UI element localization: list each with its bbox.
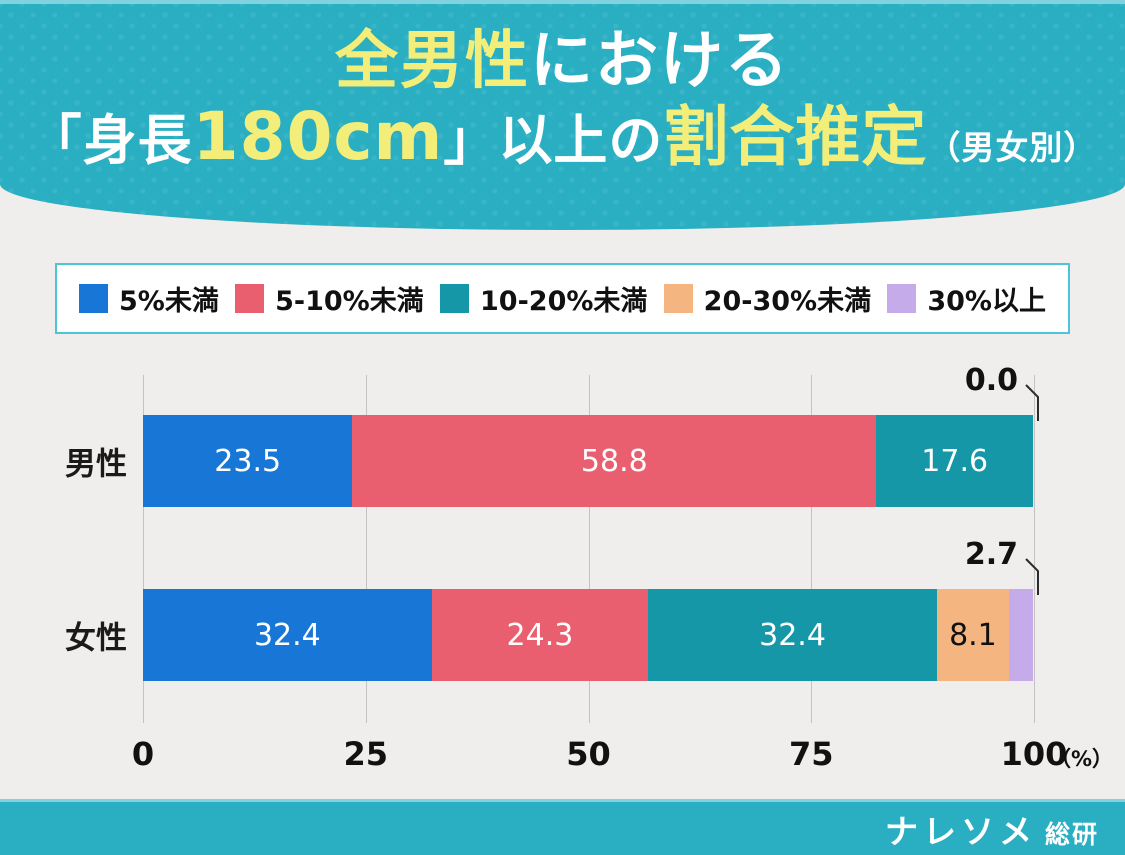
- title-line2-pre: 「身長: [27, 109, 193, 173]
- legend-swatch: [440, 284, 469, 313]
- segment-value-label: 32.4: [253, 617, 321, 653]
- x-tick-label: 50: [566, 735, 611, 773]
- brand-logo: ナレソメ 総研: [885, 805, 1099, 853]
- bar-segment: 58.8: [352, 415, 877, 507]
- x-tick-label: 25: [343, 735, 389, 773]
- legend-label: 20-30%未満: [703, 286, 872, 317]
- bar-segment: 23.5: [143, 415, 353, 507]
- legend-swatch: [887, 284, 917, 313]
- segment-value-label: 24.3: [506, 617, 574, 653]
- title-line2-mid: 」以上の: [443, 109, 664, 173]
- legend: 5%未満 5-10%未満 10-20%未満 20-30%未満 30%以上: [55, 263, 1070, 334]
- callout-value-label: 2.7: [964, 537, 1018, 572]
- segment-value-label: 17.6: [921, 443, 989, 479]
- legend-swatch: [235, 284, 265, 313]
- callout-leader-line: [1025, 558, 1039, 595]
- title-line-1: 全男性における: [0, 26, 1125, 95]
- legend-label: 30%以上: [927, 286, 1046, 317]
- legend-swatch: [79, 284, 108, 313]
- category-label: 女性: [65, 620, 127, 657]
- legend-label: 5%未満: [119, 286, 219, 317]
- segment-value-label: 8.1: [949, 617, 997, 653]
- bar-segment: 32.4: [143, 589, 432, 681]
- bar-segment: 17.6: [876, 415, 1034, 507]
- x-tick-label: 100: [1000, 735, 1068, 773]
- title-line-2: 「身長180cm」以上の割合推定（男女別）: [0, 97, 1125, 177]
- title-line1-highlight: 全男性: [335, 24, 530, 97]
- gridline: [588, 375, 590, 723]
- title-line2-strong: 割合推定: [663, 100, 928, 176]
- x-tick-label: 0: [131, 735, 155, 773]
- legend-item: 20-30%未満: [663, 279, 872, 318]
- title-line1-rest: における: [530, 24, 790, 97]
- bar-row-male: 男性 23.5 58.8 17.6 0.0: [65, 363, 1039, 507]
- x-axis-unit-label: （%）: [1050, 747, 1114, 771]
- header-banner: 全男性における 「身長180cm」以上の割合推定（男女別）: [0, 0, 1125, 230]
- plot-area: 0 25 50 75 100 （%） 男性 23.5 58.8 17.6 0.0 女性 32.4 24…: [65, 363, 1113, 773]
- segment-value-label: 58.8: [580, 443, 648, 479]
- gridline: [143, 375, 144, 723]
- bar-segment: [1009, 589, 1034, 681]
- category-label: 男性: [65, 446, 127, 483]
- bar-segment: 8.1: [936, 589, 1009, 681]
- footer-bar: ナレソメ 総研: [0, 799, 1125, 855]
- x-axis-ticks: 0 25 50 75 100: [132, 735, 1068, 775]
- bar-segment: 24.3: [431, 589, 649, 681]
- title-line2-number: 180cm: [192, 98, 444, 176]
- brand-sub-text: 総研: [1044, 819, 1099, 849]
- legend-item: 5-10%未満: [235, 279, 424, 318]
- callout-value-label: 0.0: [964, 363, 1018, 398]
- legend-label: 5-10%未満: [275, 286, 424, 317]
- brand-main-text: ナレソメ: [884, 811, 1037, 851]
- x-tick-label: 75: [788, 735, 834, 773]
- segment-value-label: 23.5: [214, 443, 282, 479]
- gridline: [365, 375, 367, 723]
- bar-segment: 32.4: [648, 589, 937, 681]
- gridline: [1034, 375, 1035, 723]
- callout-leader-line: [1025, 384, 1039, 421]
- bar-row-female: 女性 32.4 24.3 32.4 8.1 2.7: [65, 537, 1039, 681]
- title-line2-suffix: （男女別）: [927, 128, 1098, 168]
- legend-swatch: [663, 284, 693, 313]
- legend-item: 30%以上: [887, 279, 1046, 318]
- legend-item: 5%未満: [79, 279, 219, 318]
- legend-item: 10-20%未満: [440, 279, 647, 318]
- legend-label: 10-20%未満: [480, 286, 648, 317]
- gridline: [811, 375, 813, 723]
- segment-value-label: 32.4: [759, 617, 826, 653]
